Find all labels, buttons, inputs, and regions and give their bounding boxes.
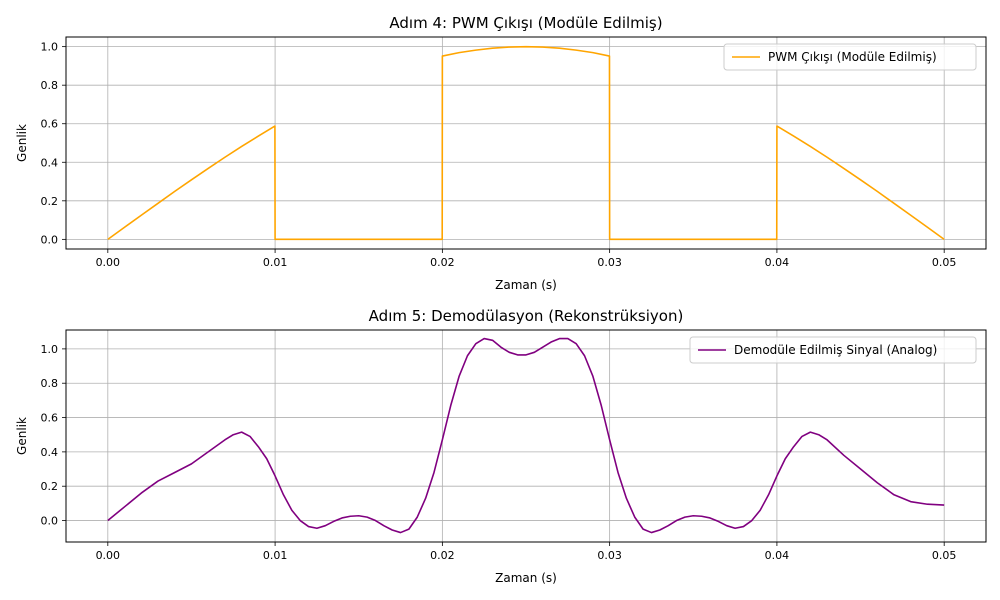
legend-box: [723, 43, 977, 71]
x-tick-label: 0.03: [597, 256, 622, 269]
legend: Demodüle Edilmiş Sinyal (Analog): [689, 336, 977, 364]
y-tick-label: 1.0: [41, 343, 59, 356]
legend-box: [689, 336, 977, 364]
y-tick-label: 0.2: [41, 480, 59, 493]
y-tick-label: 0.2: [41, 195, 59, 208]
pwm-chart-panel: 0.00 0.01 0.02 0.03 0.04 0.05 0.0 0.2 0.4 0.6 0.8 1…: [15, 14, 987, 292]
y-tick-label: 1.0: [41, 41, 59, 54]
demodulation-chart-panel: 0.00 0.01 0.02 0.03 0.04 0.05 0.0 0.2 0.4 0.6 0.8 1…: [15, 307, 987, 585]
x-tick-label: 0.04: [765, 256, 790, 269]
x-tick-label: 0.02: [430, 256, 455, 269]
x-tick-label: 0.02: [430, 549, 455, 562]
x-tick-label: 0.01: [263, 549, 288, 562]
y-tick-label: 0.4: [41, 446, 59, 459]
series-line: [107, 337, 945, 534]
series-lines: [107, 337, 945, 534]
y-tick-label: 0.6: [41, 118, 59, 131]
x-tick-label: 0.05: [932, 256, 957, 269]
y-tick-label: 0.0: [41, 233, 59, 246]
chart-title: Adım 5: Demodülasyon (Rekonstrüksiyon): [369, 307, 684, 325]
x-tick-label: 0.00: [96, 256, 121, 269]
x-tick-label: 0.03: [597, 549, 622, 562]
axis-ticks: 0.00 0.01 0.02 0.03 0.04 0.05 0.0 0.2 0.4 0.6 0.8 1…: [41, 343, 957, 562]
y-tick-label: 0.4: [41, 156, 59, 169]
axis-ticks: 0.00 0.01 0.02 0.03 0.04 0.05 0.0 0.2 0.4 0.6 0.8 1…: [41, 41, 957, 269]
legend: PWM Çıkışı (Modüle Edilmiş): [723, 43, 977, 71]
x-tick-label: 0.04: [765, 549, 790, 562]
y-tick-label: 0.8: [41, 79, 59, 92]
x-tick-label: 0.00: [96, 549, 121, 562]
y-axis-label: Genlik: [15, 417, 29, 455]
x-axis-label: Zaman (s): [495, 278, 557, 292]
legend-entry-label: PWM Çıkışı (Modüle Edilmiş): [768, 50, 937, 64]
x-tick-label: 0.01: [263, 256, 288, 269]
plot-frame: [65, 36, 987, 250]
series-lines: [107, 45, 945, 241]
y-tick-label: 0.6: [41, 412, 59, 425]
y-tick-label: 0.0: [41, 515, 59, 528]
y-tick-label: 0.8: [41, 377, 59, 390]
chart-title: Adım 4: PWM Çıkışı (Modüle Edilmiş): [389, 14, 662, 32]
plot-frame: [65, 329, 987, 543]
x-axis-label: Zaman (s): [495, 571, 557, 585]
y-axis-label: Genlik: [15, 124, 29, 162]
legend-entry-label: Demodüle Edilmiş Sinyal (Analog): [734, 343, 937, 357]
x-tick-label: 0.05: [932, 549, 957, 562]
series-line: [107, 45, 945, 241]
